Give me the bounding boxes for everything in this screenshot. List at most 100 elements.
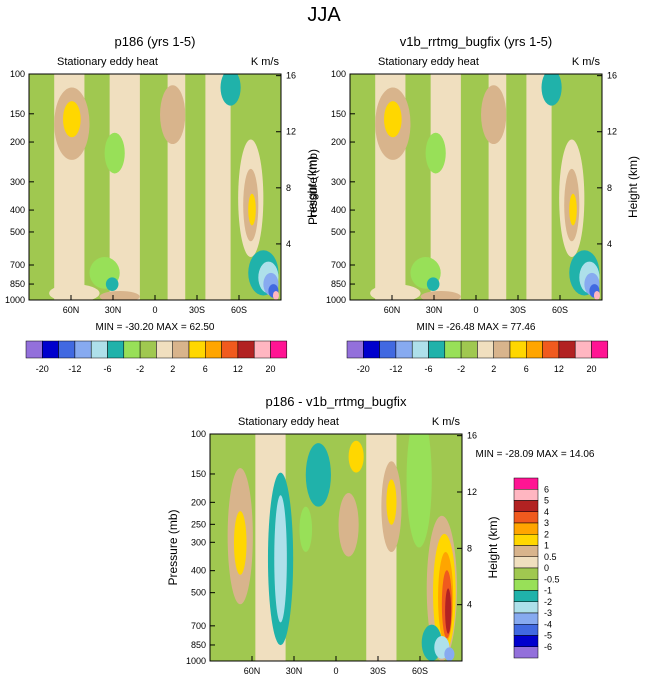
colorbar-box: [574, 340, 592, 359]
xtick-label: 30S: [189, 305, 205, 315]
colorbar-label: 0.5: [544, 552, 557, 562]
ytick-label: 100: [331, 69, 346, 79]
colorbar-box: [74, 340, 92, 359]
field-blob: [426, 277, 440, 291]
field-blob: [481, 85, 507, 145]
ytick-label: 700: [331, 260, 346, 270]
ytick-label: 200: [10, 137, 25, 147]
ytick-label: 100: [10, 69, 25, 79]
colorbar-box: [513, 477, 539, 490]
field-blob: [233, 511, 247, 575]
colorbar-label: 5: [544, 496, 549, 506]
colorbar-label: 6: [203, 364, 208, 374]
ytick-label: 400: [331, 205, 346, 215]
colorbar-box: [444, 340, 462, 359]
field-blob: [370, 284, 421, 300]
field-blob: [445, 588, 452, 634]
field-blob: [444, 647, 455, 661]
y2label-diff: Height (km): [486, 516, 500, 578]
ytick-label: 200: [191, 497, 206, 507]
ytick-label: 300: [331, 177, 346, 187]
colorbar-box: [513, 590, 539, 602]
page-title: JJA: [307, 4, 341, 26]
ytick-label: 700: [191, 621, 206, 631]
colorbar-label: -6: [424, 364, 432, 374]
colorbar-label: 6: [524, 364, 529, 374]
y2tick-label: 12: [467, 487, 477, 497]
ytick-label: 150: [331, 109, 346, 119]
field-band: [205, 74, 231, 300]
xtick-label: 60N: [384, 305, 401, 315]
colorbar-label: -1: [544, 586, 552, 596]
colorbar-label: -5: [544, 631, 552, 641]
colorbar-box: [513, 567, 539, 580]
colorbar-box: [270, 340, 288, 359]
y2tick-label: 8: [467, 543, 472, 553]
xtick-label: 60S: [552, 305, 568, 315]
colorbar-box: [513, 511, 539, 524]
colorbar-box: [428, 340, 446, 359]
colorbar-label: -12: [68, 364, 81, 374]
colorbar-box: [513, 534, 539, 546]
field-blob: [248, 193, 256, 226]
xtick-label: 30S: [510, 305, 526, 315]
colorbar-box: [363, 340, 380, 359]
field-blob: [99, 290, 140, 300]
colorbar-label: -6: [544, 642, 552, 652]
ylabel-v1b: Pressure (mb): [306, 149, 320, 225]
subtitle-left-v1b: Stationary eddy heat: [378, 56, 479, 68]
xtick-label: 0: [473, 305, 478, 315]
ytick-label: 150: [191, 469, 206, 479]
colorbar-box: [513, 646, 539, 659]
ytick-label: 850: [10, 279, 25, 289]
colorbar-box: [513, 579, 539, 591]
subtitle-right-diff: K m/s: [432, 416, 461, 428]
y2tick-label: 8: [286, 183, 291, 193]
colorbar-label: 4: [544, 507, 549, 517]
ytick-label: 850: [191, 640, 206, 650]
colorbar-label: 20: [265, 364, 275, 374]
ytick-label: 1000: [326, 295, 346, 305]
stats-v1b: MIN = -26.48 MAX = 77.46: [417, 322, 536, 333]
xtick-label: 60S: [231, 305, 247, 315]
colorbar-label: -12: [389, 364, 402, 374]
field-blob: [569, 193, 577, 226]
plot-field-p186: [29, 74, 281, 300]
field-blob: [406, 434, 432, 548]
colorbar-box: [513, 624, 539, 636]
y2tick-label: 4: [607, 239, 612, 249]
colorbar-label: -2: [544, 597, 552, 607]
ytick-label: 500: [191, 588, 206, 598]
ytick-label: 500: [10, 227, 25, 237]
ytick-label: 1000: [5, 295, 25, 305]
colorbar-box: [513, 545, 539, 557]
colorbar-label: 3: [544, 518, 549, 528]
colorbar-box: [526, 340, 543, 359]
colorbar-box: [188, 340, 206, 359]
colorbar-label: 2: [491, 364, 496, 374]
field-blob: [425, 132, 446, 174]
xtick-label: 30N: [426, 305, 443, 315]
ytick-label: 1000: [186, 656, 206, 666]
field-blob: [63, 101, 81, 138]
field-blob: [49, 284, 100, 300]
xtick-label: 30N: [105, 305, 122, 315]
xtick-label: 0: [333, 666, 338, 676]
colorbar-box: [513, 601, 539, 614]
xtick-label: 60S: [412, 666, 428, 676]
field-blob: [105, 277, 119, 291]
ytick-label: 500: [331, 227, 346, 237]
ylabel-diff: Pressure (mb): [166, 509, 180, 585]
colorbar-label: -6: [103, 364, 111, 374]
colorbar-label: 6: [544, 484, 549, 494]
y2tick-label: 12: [607, 127, 617, 137]
field-blob: [593, 290, 600, 300]
colorbar-label: -4: [544, 619, 552, 629]
colorbar-box: [513, 612, 539, 625]
field-blob: [541, 74, 562, 106]
field-blob: [274, 495, 287, 623]
colorbar-box: [123, 340, 141, 359]
colorbar-label: 12: [233, 364, 243, 374]
subtitle-right-v1b: K m/s: [572, 56, 601, 68]
colorbar-box: [477, 340, 494, 359]
